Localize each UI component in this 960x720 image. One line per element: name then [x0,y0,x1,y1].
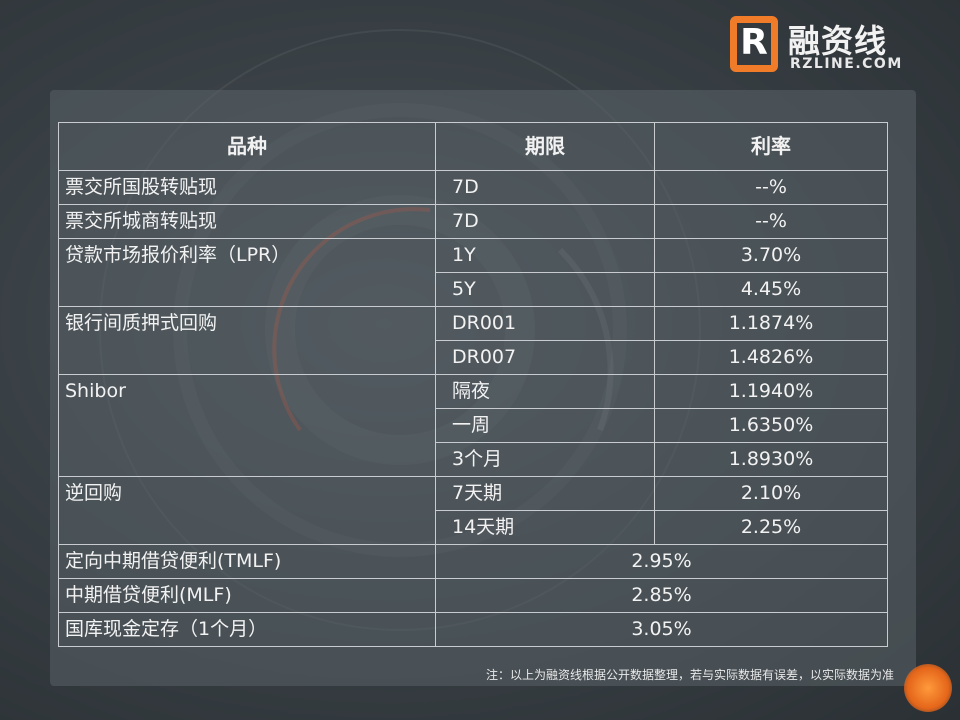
row-rate: 2.25% [654,510,888,545]
row-name: 银行间质押式回购 [58,306,436,375]
row-period: 1Y [435,238,655,273]
table-row: 3个月 1.8930% [59,442,888,477]
row-rate: --% [654,170,888,205]
row-period: 一周 [435,408,655,443]
interest-rate-table: 品种 期限 利率 票交所国股转贴现 7D --% 票交所城商转贴现 7D --%… [58,122,888,647]
logo-chinese-name: 融资线 [788,22,888,60]
table-row: 定向中期借贷便利(TMLF) 2.95% [58,544,888,579]
table-row: 银行间质押式回购 DR001 1.1874% [58,306,888,375]
row-rate: 2.10% [654,476,888,511]
brand-logo: R 融资线 RZLINE.COM [728,14,928,76]
table-row: 票交所国股转贴现 7D --% [58,170,888,205]
row-name: 贷款市场报价利率（LPR） [58,238,436,307]
table-row: 逆回购 7天期 2.10% [58,476,888,545]
table-row: 贷款市场报价利率（LPR） 1Y 3.70% [58,238,888,307]
table-header-row: 品种 期限 利率 [58,122,888,171]
row-rate: 2.85% [435,578,888,613]
row-period: 7D [435,170,655,205]
table-row: 5Y 4.45% [59,272,888,307]
row-name: 票交所国股转贴现 [58,170,436,205]
row-period: 5Y [435,272,655,307]
header-variety: 品种 [58,122,436,171]
logo-r-mark: R [730,16,778,72]
row-period: 3个月 [435,442,655,477]
row-period: 隔夜 [435,374,655,409]
logo-english-name: RZLINE.COM [790,56,903,72]
row-name: 逆回购 [58,476,436,545]
row-rate: 1.8930% [654,442,888,477]
header-term: 期限 [435,122,655,171]
row-name: 定向中期借贷便利(TMLF) [58,544,436,579]
row-name: 国库现金定存（1个月） [58,612,436,647]
decorative-orange-dot [904,664,952,712]
row-name: 中期借贷便利(MLF) [58,578,436,613]
table-row: 票交所城商转贴现 7D --% [58,204,888,239]
row-rate: --% [654,204,888,239]
row-period: 7D [435,204,655,239]
row-rate: 2.95% [435,544,888,579]
row-period: 14天期 [435,510,655,545]
table-row: 国库现金定存（1个月） 3.05% [58,612,888,647]
row-rate: 3.70% [654,238,888,273]
table-row: 中期借贷便利(MLF) 2.85% [58,578,888,613]
row-rate: 1.6350% [654,408,888,443]
row-name: Shibor [58,374,436,477]
disclaimer-note: 注：以上为融资线根据公开数据整理，若与实际数据有误差，以实际数据为准 [485,668,894,682]
row-period: DR001 [435,306,655,341]
row-rate: 4.45% [654,272,888,307]
table-row: Shibor 隔夜 1.1940% [58,374,888,477]
row-rate: 1.1874% [654,306,888,341]
row-rate: 1.1940% [654,374,888,409]
table-row: DR007 1.4826% [59,340,888,375]
row-name: 票交所城商转贴现 [58,204,436,239]
row-period: 7天期 [435,476,655,511]
table-row: 14天期 2.25% [59,510,888,545]
row-rate: 3.05% [435,612,888,647]
row-rate: 1.4826% [654,340,888,375]
header-rate: 利率 [654,122,888,171]
table-row: 一周 1.6350% [59,408,888,443]
row-period: DR007 [435,340,655,375]
